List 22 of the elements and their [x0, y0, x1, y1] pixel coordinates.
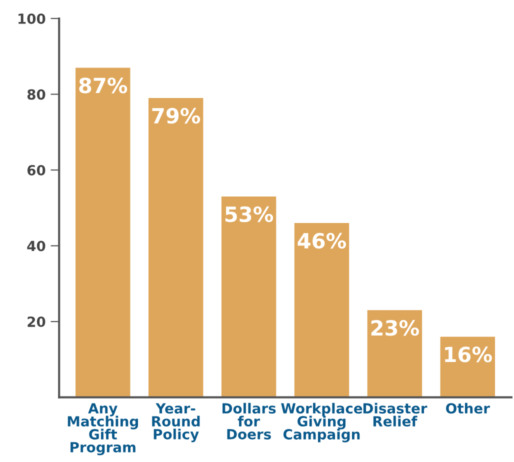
y-tick-label: 40	[27, 240, 46, 252]
x-tick-label: Dollars for Doers	[222, 402, 276, 440]
x-tick-label: Year- Round Policy	[152, 403, 200, 442]
data-label: 53%	[225, 206, 274, 222]
data-label: 87%	[79, 78, 128, 94]
bar	[148, 98, 204, 398]
bar	[76, 68, 130, 398]
x-tick-label: Workplace Giving Campaign	[281, 402, 362, 442]
y-tick-label: 100	[18, 13, 46, 24]
y-tick-label: 60	[27, 164, 46, 176]
y-tick-label: 20	[28, 316, 46, 328]
data-label: 46%	[298, 232, 346, 249]
bar	[367, 310, 422, 398]
x-tick-label: Other	[446, 402, 490, 414]
data-label: 23%	[371, 320, 419, 336]
x-tick-label: Any Matching Gift Program	[68, 403, 138, 456]
data-label: 79%	[152, 108, 200, 124]
y-tick-label: 80	[27, 89, 46, 100]
bar	[221, 196, 276, 398]
data-label: 16%	[445, 346, 492, 362]
bar	[294, 223, 350, 398]
x-tick-label: Disaster Relief	[363, 402, 428, 427]
